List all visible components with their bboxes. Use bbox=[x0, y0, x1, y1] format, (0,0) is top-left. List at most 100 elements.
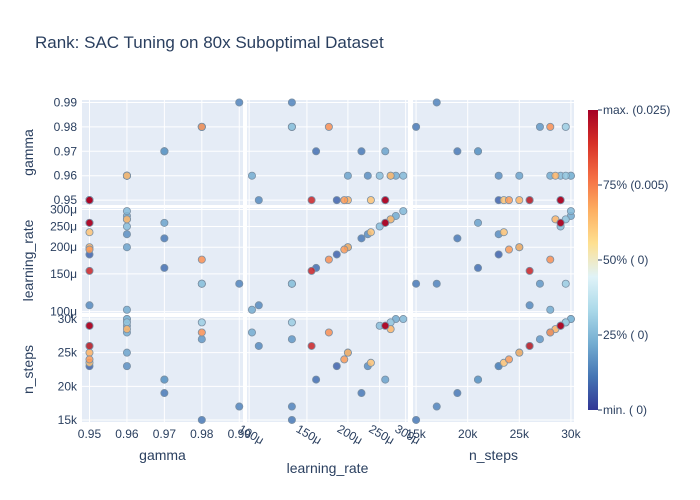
data-point[interactable] bbox=[287, 98, 296, 107]
data-point[interactable] bbox=[343, 348, 352, 357]
data-point[interactable] bbox=[366, 196, 375, 205]
data-point[interactable] bbox=[122, 318, 131, 327]
data-point[interactable] bbox=[197, 415, 206, 424]
data-point[interactable] bbox=[515, 171, 524, 180]
data-point[interactable] bbox=[247, 171, 256, 180]
data-point[interactable] bbox=[535, 279, 544, 288]
data-point[interactable] bbox=[312, 375, 321, 384]
data-point[interactable] bbox=[122, 362, 131, 371]
data-point[interactable] bbox=[85, 321, 94, 330]
data-point[interactable] bbox=[381, 147, 390, 156]
data-point[interactable] bbox=[287, 415, 296, 424]
data-point[interactable] bbox=[363, 171, 372, 180]
data-point[interactable] bbox=[312, 147, 321, 156]
data-point[interactable] bbox=[357, 147, 366, 156]
data-point[interactable] bbox=[197, 122, 206, 131]
data-point[interactable] bbox=[324, 328, 333, 337]
data-point[interactable] bbox=[247, 328, 256, 337]
data-point[interactable] bbox=[535, 122, 544, 131]
data-point[interactable] bbox=[556, 196, 565, 205]
data-point[interactable] bbox=[340, 196, 349, 205]
data-point[interactable] bbox=[494, 171, 503, 180]
data-point[interactable] bbox=[307, 196, 316, 205]
data-point[interactable] bbox=[160, 263, 169, 272]
data-point[interactable] bbox=[504, 355, 513, 364]
data-point[interactable] bbox=[197, 318, 206, 327]
data-point[interactable] bbox=[332, 250, 341, 259]
data-point[interactable] bbox=[551, 171, 560, 180]
data-point[interactable] bbox=[412, 122, 421, 131]
data-point[interactable] bbox=[122, 243, 131, 252]
data-point[interactable] bbox=[85, 196, 94, 205]
data-point[interactable] bbox=[307, 341, 316, 350]
data-point[interactable] bbox=[160, 234, 169, 243]
data-point[interactable] bbox=[197, 335, 206, 344]
data-point[interactable] bbox=[535, 335, 544, 344]
data-point[interactable] bbox=[525, 196, 534, 205]
data-point[interactable] bbox=[235, 402, 244, 411]
data-point[interactable] bbox=[254, 301, 263, 310]
data-point[interactable] bbox=[197, 279, 206, 288]
data-point[interactable] bbox=[375, 222, 384, 231]
data-point[interactable] bbox=[453, 234, 462, 243]
data-point[interactable] bbox=[381, 196, 390, 205]
data-point[interactable] bbox=[566, 207, 575, 216]
data-point[interactable] bbox=[307, 266, 316, 275]
data-point[interactable] bbox=[122, 230, 131, 239]
data-point[interactable] bbox=[453, 147, 462, 156]
data-point[interactable] bbox=[287, 402, 296, 411]
data-point[interactable] bbox=[122, 222, 131, 231]
data-point[interactable] bbox=[332, 196, 341, 205]
data-point[interactable] bbox=[381, 375, 390, 384]
data-point[interactable] bbox=[556, 321, 565, 330]
data-point[interactable] bbox=[561, 122, 570, 131]
data-point[interactable] bbox=[556, 218, 565, 227]
data-point[interactable] bbox=[432, 279, 441, 288]
data-point[interactable] bbox=[122, 325, 131, 334]
data-point[interactable] bbox=[474, 375, 483, 384]
data-point[interactable] bbox=[381, 321, 390, 330]
data-point[interactable] bbox=[340, 355, 349, 364]
data-point[interactable] bbox=[235, 98, 244, 107]
data-point[interactable] bbox=[386, 171, 395, 180]
data-point[interactable] bbox=[254, 341, 263, 350]
data-point[interactable] bbox=[85, 218, 94, 227]
data-point[interactable] bbox=[474, 263, 483, 272]
data-point[interactable] bbox=[399, 315, 408, 324]
data-point[interactable] bbox=[197, 255, 206, 264]
data-point[interactable] bbox=[525, 341, 534, 350]
data-point[interactable] bbox=[197, 328, 206, 337]
data-point[interactable] bbox=[85, 341, 94, 350]
data-point[interactable] bbox=[366, 358, 375, 367]
data-point[interactable] bbox=[85, 266, 94, 275]
data-point[interactable] bbox=[357, 234, 366, 243]
data-point[interactable] bbox=[287, 335, 296, 344]
data-point[interactable] bbox=[546, 122, 555, 131]
data-point[interactable] bbox=[85, 228, 94, 237]
data-point[interactable] bbox=[515, 196, 524, 205]
data-point[interactable] bbox=[474, 147, 483, 156]
data-point[interactable] bbox=[85, 355, 94, 364]
data-point[interactable] bbox=[287, 318, 296, 327]
data-point[interactable] bbox=[343, 171, 352, 180]
data-point[interactable] bbox=[432, 98, 441, 107]
data-point[interactable] bbox=[399, 171, 408, 180]
data-point[interactable] bbox=[525, 266, 534, 275]
data-point[interactable] bbox=[546, 255, 555, 264]
data-point[interactable] bbox=[247, 305, 256, 314]
data-point[interactable] bbox=[122, 215, 131, 224]
data-point[interactable] bbox=[85, 348, 94, 357]
data-point[interactable] bbox=[85, 301, 94, 310]
data-point[interactable] bbox=[504, 196, 513, 205]
data-point[interactable] bbox=[412, 415, 421, 424]
data-point[interactable] bbox=[160, 147, 169, 156]
data-point[interactable] bbox=[494, 250, 503, 259]
data-point[interactable] bbox=[324, 255, 333, 264]
data-point[interactable] bbox=[122, 348, 131, 357]
data-point[interactable] bbox=[85, 245, 94, 254]
data-point[interactable] bbox=[474, 218, 483, 227]
data-point[interactable] bbox=[160, 375, 169, 384]
data-point[interactable] bbox=[287, 122, 296, 131]
data-point[interactable] bbox=[375, 171, 384, 180]
data-point[interactable] bbox=[412, 279, 421, 288]
